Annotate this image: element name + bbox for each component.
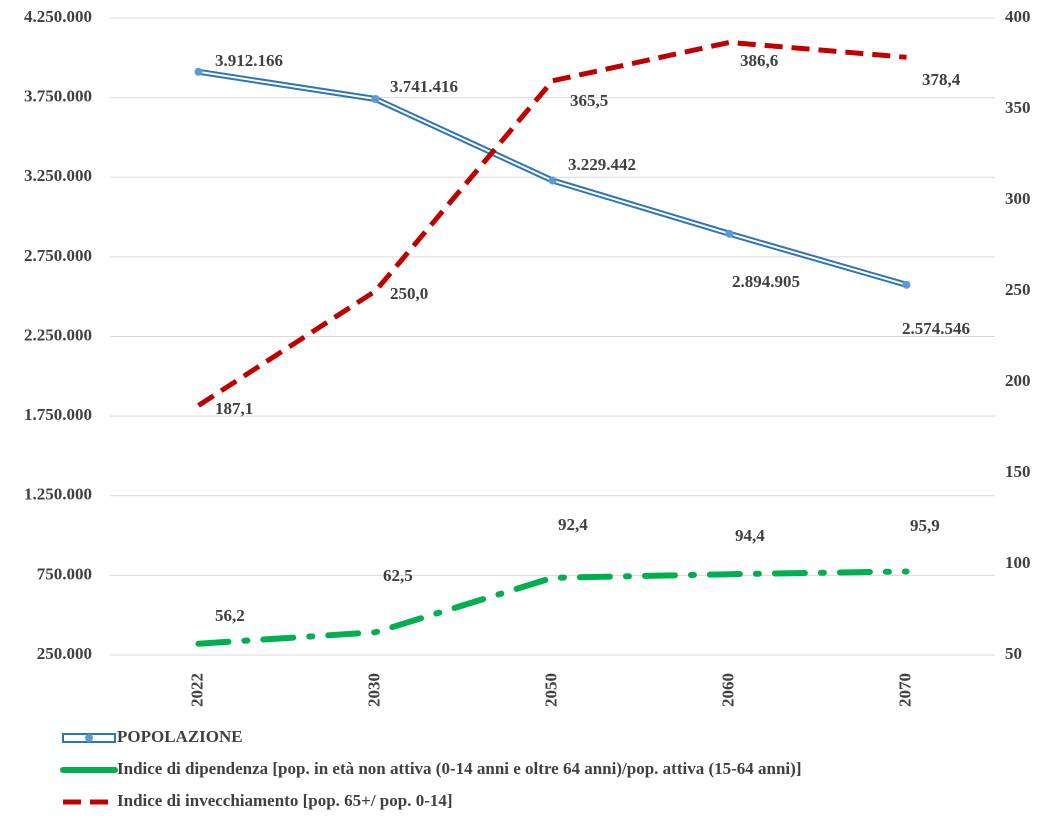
data-label: 386,6 xyxy=(740,51,778,70)
y2-tick-label: 400 xyxy=(1005,7,1031,26)
x-tick-label: 2070 xyxy=(895,673,914,707)
legend-label: Indice di dipendenza [pop. in età non at… xyxy=(117,759,801,778)
point-marker xyxy=(725,229,734,238)
data-label: 250,0 xyxy=(390,284,428,303)
x-tick-label: 2030 xyxy=(364,673,383,707)
x-tick-label: 2060 xyxy=(718,673,737,707)
x-tick-label: 2022 xyxy=(187,673,206,707)
y-tick-label: 2.750.000 xyxy=(24,246,92,265)
y2-tick-label: 100 xyxy=(1005,553,1031,572)
data-label: 3.741.416 xyxy=(390,77,458,96)
data-label: 94,4 xyxy=(735,526,765,545)
point-marker xyxy=(548,176,557,185)
data-label: 92,4 xyxy=(558,515,588,534)
series-line xyxy=(197,39,907,408)
data-label: 56,2 xyxy=(215,606,245,625)
y-tick-label: 750.000 xyxy=(37,564,92,583)
point-marker xyxy=(194,67,203,76)
data-label: 3.229.442 xyxy=(568,155,636,174)
series-line xyxy=(195,568,910,647)
data-label: 187,1 xyxy=(215,399,253,418)
y-tick-label: 250.000 xyxy=(37,644,92,663)
data-label: 365,5 xyxy=(570,91,608,110)
y-tick-label: 1.250.000 xyxy=(24,485,92,504)
legend-marker xyxy=(85,734,93,742)
y-tick-label: 4.250.000 xyxy=(24,7,92,26)
legend-label: Indice di invecchiamento [pop. 65+/ pop.… xyxy=(117,791,453,810)
data-label: 95,9 xyxy=(910,516,940,535)
y2-tick-label: 300 xyxy=(1005,189,1031,208)
y-tick-label: 1.750.000 xyxy=(24,405,92,424)
y2-tick-label: 150 xyxy=(1005,462,1031,481)
y-tick-label: 2.250.000 xyxy=(24,325,92,344)
data-label: 62,5 xyxy=(383,566,413,585)
y2-tick-label: 50 xyxy=(1005,644,1022,663)
y2-tick-label: 350 xyxy=(1005,98,1031,117)
data-label: 3.912.166 xyxy=(215,51,283,70)
y-tick-label: 3.250.000 xyxy=(24,166,92,185)
data-label: 2.574.546 xyxy=(902,319,970,338)
legend-label: POPOLAZIONE xyxy=(117,727,243,746)
y-tick-label: 3.750.000 xyxy=(24,87,92,106)
y2-tick-label: 200 xyxy=(1005,371,1031,390)
y2-tick-label: 250 xyxy=(1005,280,1031,299)
x-tick-label: 2050 xyxy=(541,673,560,707)
point-marker xyxy=(371,94,380,103)
data-label: 2.894.905 xyxy=(732,272,800,291)
point-marker xyxy=(902,280,911,289)
data-label: 378,4 xyxy=(922,70,961,89)
